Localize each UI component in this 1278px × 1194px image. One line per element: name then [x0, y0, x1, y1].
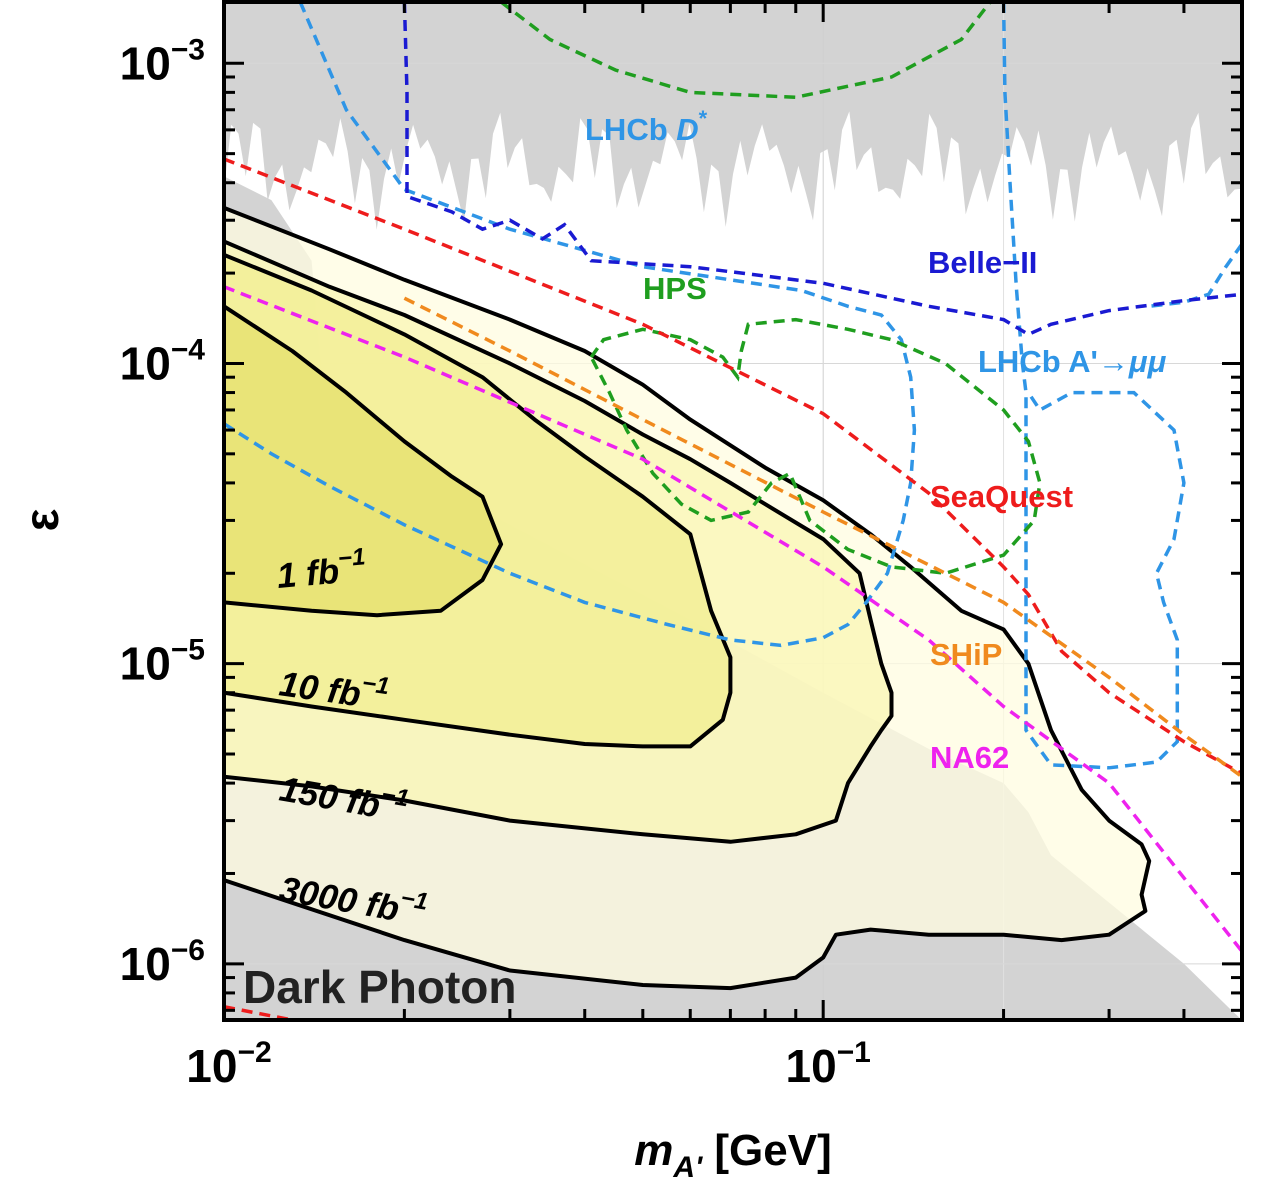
excluded-region-top	[224, 2, 1242, 230]
y-tick-label: 10−6	[120, 934, 205, 990]
projection-label: SeaQuest	[930, 479, 1073, 514]
projection-line	[224, 2, 917, 648]
plot-border	[222, 0, 1244, 1022]
y-tick-label: 10−3	[120, 33, 205, 89]
projection-label: HPS	[643, 271, 707, 306]
contour-line	[224, 205, 1152, 991]
projection-line	[224, 1004, 293, 1020]
x-axis-title: mA' [GeV]	[634, 1126, 832, 1184]
contour-line	[224, 253, 733, 749]
x-tick-label: 10−2	[186, 1036, 271, 1092]
y-tick-label: 10−5	[120, 634, 205, 690]
contour-line	[224, 239, 894, 844]
projection-line	[1001, 2, 1186, 770]
projection-label: Belle−II	[928, 245, 1037, 280]
projection-label: SHiP	[930, 637, 1002, 672]
labels: Dark Photon 10−2 10−1 10−3 10−4 10−5 10−6 mA' …	[16, 33, 1167, 1184]
projection-line	[224, 285, 1242, 953]
dark-photon-watermark: Dark Photon	[243, 961, 516, 1013]
projection-label: NA62	[930, 740, 1009, 775]
projection-line	[589, 317, 1042, 576]
y-axis-title: ε	[16, 508, 69, 531]
y-tick-label: 10−4	[120, 333, 206, 389]
contour-line	[224, 304, 504, 618]
x-tick-label: 10−1	[785, 1036, 870, 1092]
axes-frame	[222, 0, 1244, 1022]
contour-label: 1 fb−1	[275, 543, 368, 596]
projection-line	[224, 157, 1242, 776]
projection-label: LHCb D*	[585, 106, 708, 147]
projection-line	[500, 2, 992, 100]
plot-area	[224, 2, 1242, 1020]
projection-label: LHCb A'→μμ	[978, 344, 1167, 379]
